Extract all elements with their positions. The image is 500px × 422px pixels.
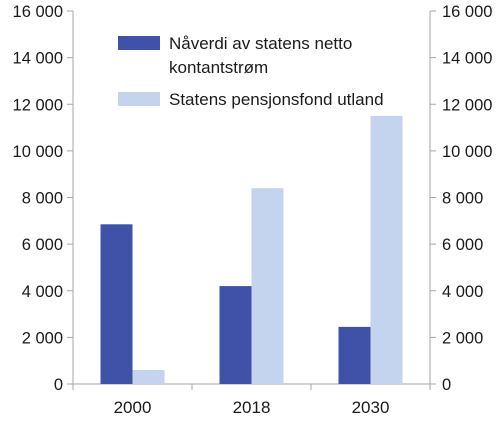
legend-label-series-1: Nåverdi av statens netto [169, 34, 352, 53]
legend-label-series-2: Statens pensjonsfond utland [169, 90, 384, 109]
bar-2018-series-2 [251, 188, 284, 384]
left-y-tick-label: 14 000 [13, 50, 63, 68]
bar-2030-series-2 [370, 115, 403, 384]
left-y-tick-label: 2 000 [22, 329, 63, 347]
legend-swatch-series-2 [118, 92, 160, 106]
left-y-tick-label: 8 000 [22, 190, 63, 208]
left-y-tick-label: 10 000 [13, 143, 63, 161]
bar-2018-series-1 [219, 286, 252, 384]
category-labels: 2000 2018 2030 [114, 398, 390, 417]
bar-2000-series-1 [100, 224, 133, 384]
right-y-tick-label: 2 000 [442, 329, 483, 347]
left-y-tick-label: 6 000 [22, 236, 63, 254]
x-category-label: 2000 [114, 398, 152, 417]
x-category-label: 2018 [233, 398, 271, 417]
left-y-tick-label: 16 000 [13, 3, 63, 21]
bars [100, 115, 403, 384]
right-y-tick-label: 0 [442, 376, 451, 394]
left-y-axis-ticks: 0 2 000 4 000 6 000 8 000 10 000 12 000 14 000 1… [13, 3, 73, 394]
left-y-tick-label: 0 [54, 376, 63, 394]
right-y-tick-label: 14 000 [442, 50, 492, 68]
right-y-tick-label: 12 000 [442, 96, 492, 114]
bar-2000-series-2 [132, 370, 165, 384]
right-y-tick-label: 16 000 [442, 3, 492, 21]
left-y-tick-label: 12 000 [13, 96, 63, 114]
legend-swatch-series-1 [118, 36, 160, 50]
right-y-axis-ticks: 0 2 000 4 000 6 000 8 000 10 000 12 000 14 000 1… [430, 3, 492, 394]
right-y-tick-label: 4 000 [442, 283, 483, 301]
legend-label-series-1: kontantstrøm [169, 58, 268, 77]
left-y-tick-label: 4 000 [22, 283, 63, 301]
right-y-tick-label: 8 000 [442, 190, 483, 208]
legend: Nåverdi av statens netto kontantstrøm Stat… [118, 34, 384, 109]
right-y-tick-label: 6 000 [442, 236, 483, 254]
bar-2030-series-1 [338, 326, 371, 384]
right-y-tick-label: 10 000 [442, 143, 492, 161]
x-category-label: 2030 [352, 398, 390, 417]
